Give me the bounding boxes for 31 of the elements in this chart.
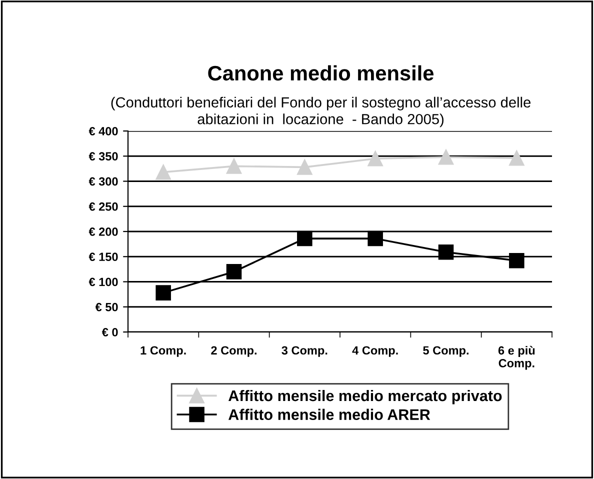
legend-label: Affitto mensile medio ARER [228, 408, 430, 420]
y-tick-label: € 0 [102, 328, 118, 336]
legend-label: Affitto mensile medio mercato privato [228, 390, 502, 404]
point [297, 230, 312, 246]
point [226, 264, 242, 280]
point [368, 230, 383, 246]
y-tick-label: € 300 [88, 177, 118, 186]
x-tick-label: 4 Comp. [352, 346, 398, 357]
y-tick-label: € 150 [88, 252, 118, 262]
point [156, 285, 171, 300]
point [438, 244, 454, 260]
y-tick-label: € 50 [95, 302, 118, 312]
y-tick-label: € 250 [88, 202, 118, 211]
point [509, 253, 524, 268]
point [297, 160, 312, 175]
y-tick-label: € 200 [88, 228, 118, 236]
point [509, 150, 524, 166]
x-tick-label: 3 Comp. [282, 346, 328, 357]
y-tick-label: € 350 [88, 152, 118, 161]
point [156, 164, 171, 180]
y-tick-label: € 400 [88, 127, 118, 136]
chart-title: Canone medio mensile [208, 65, 434, 81]
y-tick-label: € 100 [88, 278, 118, 286]
point [368, 151, 383, 166]
point [226, 158, 242, 174]
chart-subtitle: (Conduttori beneficiari del Fondo per il sostegno all’accesso delle abitazioni in locazione - Bando 2005) [111, 96, 530, 128]
x-tick-label: 5 Comp. [423, 346, 468, 357]
point [438, 149, 454, 165]
x-tick-label: 1 Comp. [140, 346, 186, 357]
x-tick-label: 2 Comp. [211, 346, 256, 357]
x-tick-label: 6 e più Comp. [498, 346, 535, 370]
